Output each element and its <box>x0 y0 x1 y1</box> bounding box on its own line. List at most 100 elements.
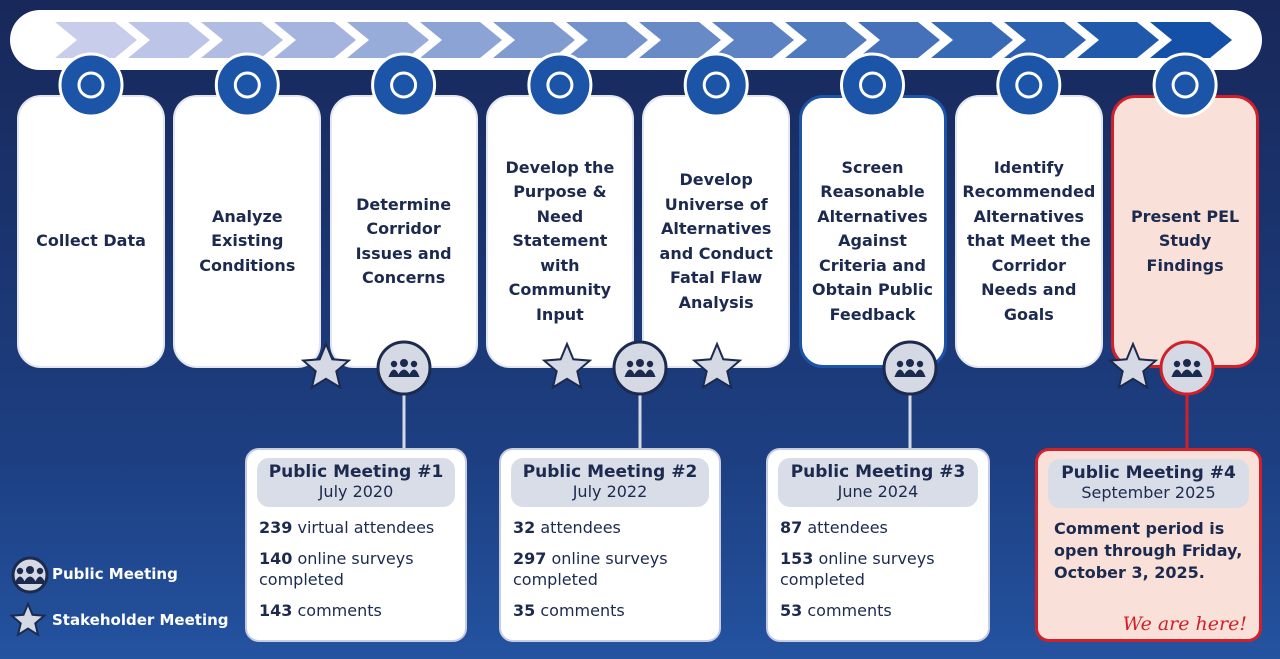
step-icon-glyph <box>1015 71 1043 99</box>
person-head <box>26 566 34 574</box>
meeting-stat: 53 comments <box>780 600 976 621</box>
step-icon <box>214 52 280 118</box>
stakeholder-star <box>1107 341 1159 390</box>
step-card: Present PEL Study Findings <box>1111 95 1260 368</box>
stat-number: 53 <box>780 601 803 620</box>
meeting-message: Comment period is open through Friday, O… <box>1054 519 1243 582</box>
meeting-box: Public Meeting #1 July 2020 239 virtual at… <box>245 448 467 642</box>
meeting-title: Public Meeting #4 <box>1061 463 1236 483</box>
chevron <box>566 22 648 58</box>
meeting-date: June 2024 <box>837 482 919 501</box>
chevron <box>420 22 502 58</box>
meeting-stat: 35 comments <box>513 600 707 621</box>
person-body <box>894 369 906 377</box>
meeting-header: Public Meeting #2 July 2022 <box>511 458 709 507</box>
meeting-note: We are here! <box>1122 613 1247 635</box>
stat-number: 153 <box>780 549 814 568</box>
stat-number: 87 <box>780 518 803 537</box>
person-body <box>1180 369 1194 377</box>
person-head <box>410 360 418 368</box>
step-label: Collect Data <box>36 231 146 251</box>
person-body <box>1191 369 1203 377</box>
stat-number: 297 <box>513 549 547 568</box>
person-head <box>916 360 924 368</box>
person-head <box>646 360 654 368</box>
person-body <box>914 369 926 377</box>
person-body <box>633 369 647 377</box>
chevron <box>55 22 137 58</box>
stat-text: online surveys completed <box>259 549 414 589</box>
meeting-icon <box>376 340 432 396</box>
step-icon-glyph <box>702 71 730 99</box>
chevron <box>1004 22 1086 58</box>
stat-text: comments <box>807 601 892 620</box>
step-icon <box>683 52 749 118</box>
chevron <box>1150 22 1232 58</box>
step-label: Analyze Existing Conditions <box>199 206 296 275</box>
person-head <box>1183 359 1191 367</box>
meeting-stat: 239 virtual attendees <box>259 517 453 538</box>
person-body <box>14 576 26 584</box>
meeting-icon <box>882 340 938 396</box>
meeting-box: Public Meeting #4 September 2025 Comment p… <box>1035 448 1262 642</box>
person-body <box>397 369 411 377</box>
meeting-stat: 153 online surveys completed <box>780 548 976 590</box>
chevron <box>785 22 867 58</box>
step-card: Develop Universe of Alternatives and Con… <box>642 95 791 368</box>
person-head <box>636 359 644 367</box>
meeting-icon <box>11 556 49 594</box>
meeting-title: Public Meeting #1 <box>268 462 444 482</box>
person-body <box>408 369 420 377</box>
meeting-stat: 87 attendees <box>780 517 976 538</box>
stat-number: 140 <box>259 549 293 568</box>
meeting-title: Public Meeting #3 <box>790 462 966 482</box>
meeting-stat: 140 online surveys completed <box>259 548 453 590</box>
chevron <box>201 22 283 58</box>
stakeholder-star <box>541 341 593 390</box>
step-icon-glyph <box>390 71 418 99</box>
stat-text: online surveys completed <box>780 549 935 589</box>
chevron <box>493 22 575 58</box>
step-icon-glyph <box>1171 71 1199 99</box>
meeting-date: July 2020 <box>318 482 394 501</box>
person-head <box>16 567 24 575</box>
chevron <box>712 22 794 58</box>
person-body <box>624 369 636 377</box>
legend-public: Public Meeting <box>52 565 178 583</box>
meeting-box: Public Meeting #2 July 2022 32 attendees 29… <box>499 448 721 642</box>
step-card: Screen Reasonable Alternatives Against C… <box>798 95 947 368</box>
step-icon <box>996 52 1062 118</box>
step-icon <box>840 52 905 118</box>
meeting-header: Public Meeting #1 July 2020 <box>257 458 455 507</box>
meeting-stat: 297 online surveys completed <box>513 548 707 590</box>
step-card: Analyze Existing Conditions <box>173 95 322 368</box>
person-body <box>388 369 400 377</box>
person-body <box>903 369 917 377</box>
person-body <box>23 576 37 584</box>
stat-text: online surveys completed <box>513 549 668 589</box>
meeting-title: Public Meeting #2 <box>522 462 698 482</box>
stat-number: 143 <box>259 601 293 620</box>
person-head <box>390 360 398 368</box>
chevron <box>274 22 356 58</box>
meeting-stat: 32 attendees <box>513 517 707 538</box>
person-head <box>400 359 408 367</box>
stat-text: comments <box>297 601 382 620</box>
stat-text: attendees <box>807 518 888 537</box>
step-icon-glyph <box>546 71 574 99</box>
stat-number: 35 <box>513 601 536 620</box>
legend-stakeholder: Stakeholder Meeting <box>52 611 229 629</box>
step-card: Identify Recommended Alternatives that M… <box>954 95 1103 368</box>
person-head <box>896 360 904 368</box>
stat-text: attendees <box>540 518 621 537</box>
meeting-stat: 143 comments <box>259 600 453 621</box>
person-head <box>36 567 44 575</box>
step-label: Identify Recommended Alternatives that M… <box>962 157 1096 324</box>
person-head <box>906 359 914 367</box>
step-card: Develop the Purpose & Need Statement wit… <box>485 95 634 368</box>
meeting-date: July 2022 <box>572 482 648 501</box>
person-head <box>626 360 634 368</box>
person-head <box>1173 360 1181 368</box>
